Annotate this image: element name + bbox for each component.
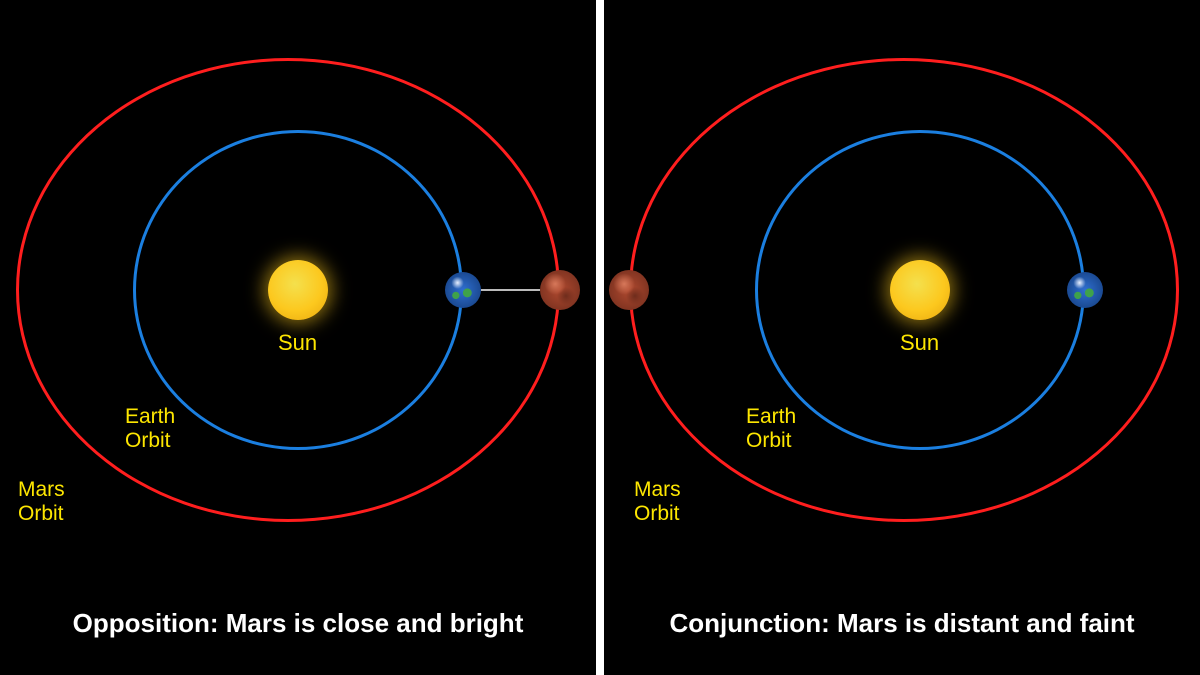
caption-conjunction: Conjunction: Mars is distant and faint — [604, 608, 1200, 639]
caption-opposition: Opposition: Mars is close and bright — [0, 608, 596, 639]
earth-orbit-label-right: Earth Orbit — [746, 405, 796, 453]
mars-left — [540, 270, 580, 310]
earth-right — [1067, 272, 1103, 308]
diagram-container: Sun Earth Orbit Mars Orbit Opposition: M… — [0, 0, 1200, 675]
panel-opposition: Sun Earth Orbit Mars Orbit Opposition: M… — [0, 0, 596, 675]
sun-label-left: Sun — [278, 330, 317, 356]
mars-right — [609, 270, 649, 310]
sun-right — [890, 260, 950, 320]
sun-left — [268, 260, 328, 320]
mars-orbit-label-right: Mars Orbit — [634, 478, 681, 526]
sun-label-right: Sun — [900, 330, 939, 356]
panel-conjunction: Sun Earth Orbit Mars Orbit Conjunction: … — [604, 0, 1200, 675]
panel-divider — [596, 0, 604, 675]
mars-orbit-label-left: Mars Orbit — [18, 478, 65, 526]
earth-left — [445, 272, 481, 308]
earth-orbit-label-left: Earth Orbit — [125, 405, 175, 453]
earth-mars-connector — [481, 289, 540, 291]
